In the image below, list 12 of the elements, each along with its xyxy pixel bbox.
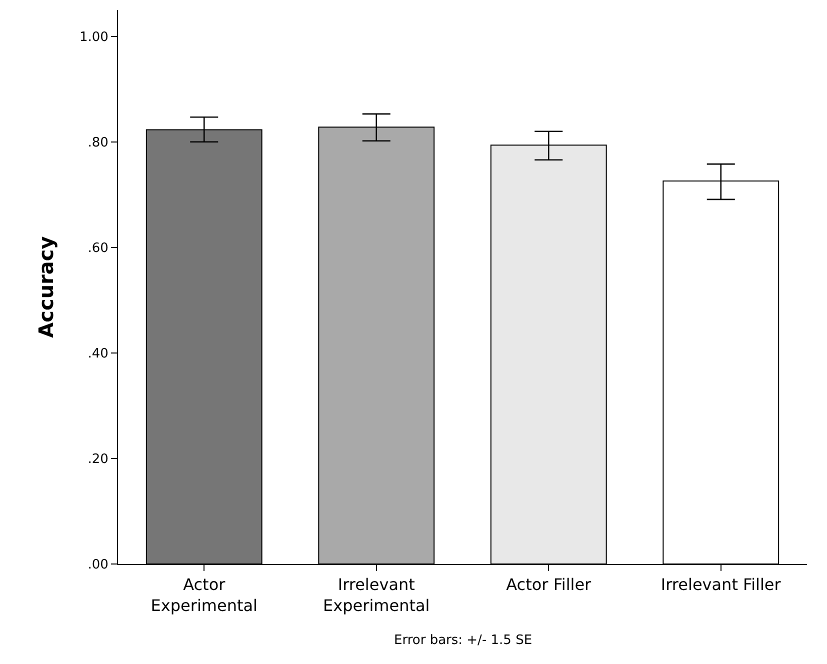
text: Error bars: +/- 1.5 SE bbox=[394, 633, 532, 648]
y-tick-label: .80 bbox=[88, 135, 108, 150]
y-tick-label: .20 bbox=[88, 452, 108, 468]
x-tick-label: Irrelevant Experimental bbox=[323, 575, 430, 615]
y-axis-title: Accuracy bbox=[34, 236, 58, 338]
y-tick-label: .60 bbox=[88, 240, 108, 256]
x-tick-label: Irrelevant Filler bbox=[660, 575, 782, 594]
x-tick-label: Actor Filler bbox=[506, 575, 592, 594]
y-tick-label: .40 bbox=[88, 346, 108, 362]
x-tick-label: Actor Experimental bbox=[150, 575, 258, 615]
y-tick-label: 1.00 bbox=[79, 30, 108, 45]
y-tick-label: .00 bbox=[88, 558, 108, 573]
